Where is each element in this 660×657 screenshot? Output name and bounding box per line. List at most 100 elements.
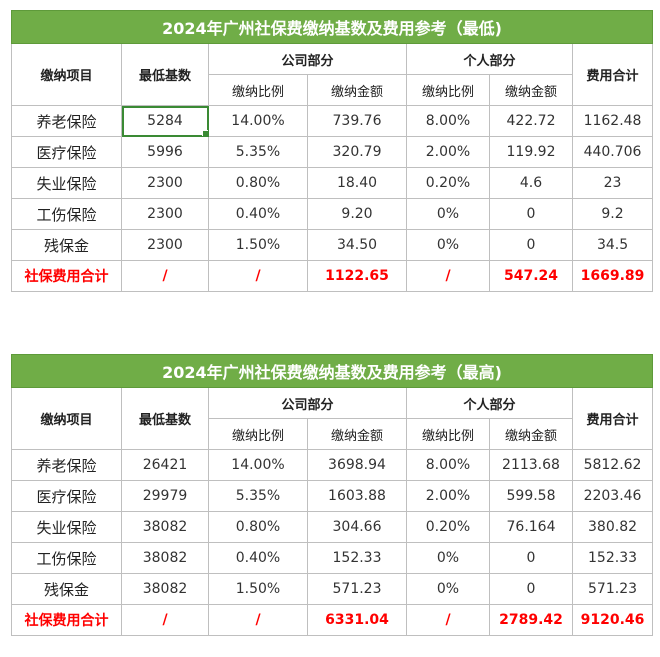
company-rate-cell[interactable]: 1.50% xyxy=(208,229,308,261)
base-cell[interactable]: 2300 xyxy=(121,229,209,261)
personal-rate-cell[interactable]: 0% xyxy=(406,229,490,261)
summary-personal-rate-cell[interactable]: / xyxy=(406,604,490,636)
company-rate-cell[interactable]: 0.40% xyxy=(208,542,308,574)
header-company-rate[interactable]: 缴纳比例 xyxy=(208,74,308,106)
summary-company-rate-cell[interactable]: / xyxy=(208,260,308,292)
company-amount-cell[interactable]: 3698.94 xyxy=(307,449,407,481)
personal-rate-cell[interactable]: 8.00% xyxy=(406,105,490,137)
summary-name-cell[interactable]: 社保费用合计 xyxy=(11,260,122,292)
row-name-cell[interactable]: 养老保险 xyxy=(11,105,122,137)
header-item[interactable]: 缴纳项目 xyxy=(11,387,122,450)
total-cell[interactable]: 440.706 xyxy=(571,136,654,168)
company-rate-cell[interactable]: 14.00% xyxy=(208,105,308,137)
personal-amount-cell[interactable]: 4.6 xyxy=(489,167,573,199)
summary-total-cell[interactable]: 9120.46 xyxy=(571,604,654,636)
total-cell[interactable]: 152.33 xyxy=(571,542,654,574)
company-rate-cell[interactable]: 0.40% xyxy=(208,198,308,230)
row-name-cell[interactable]: 工伤保险 xyxy=(11,198,122,230)
header-item[interactable]: 缴纳项目 xyxy=(11,43,122,106)
company-amount-cell[interactable]: 320.79 xyxy=(307,136,407,168)
personal-amount-cell[interactable]: 0 xyxy=(489,198,573,230)
total-cell[interactable]: 5812.62 xyxy=(571,449,654,481)
header-base[interactable]: 最低基数 xyxy=(121,43,209,106)
company-rate-cell[interactable]: 0.80% xyxy=(208,511,308,543)
total-cell[interactable]: 380.82 xyxy=(571,511,654,543)
personal-rate-cell[interactable]: 2.00% xyxy=(406,480,490,512)
base-cell[interactable]: 5996 xyxy=(121,136,209,168)
fill-handle[interactable] xyxy=(202,130,208,136)
table-title[interactable]: 2024年广州社保费缴纳基数及费用参考（最高) xyxy=(10,354,654,388)
company-amount-cell[interactable]: 571.23 xyxy=(307,573,407,605)
header-personal-amount[interactable]: 缴纳金额 xyxy=(489,418,573,450)
summary-total-cell[interactable]: 1669.89 xyxy=(571,260,654,292)
company-rate-cell[interactable]: 0.80% xyxy=(208,167,308,199)
summary-personal-rate-cell[interactable]: / xyxy=(406,260,490,292)
summary-name-cell[interactable]: 社保费用合计 xyxy=(11,604,122,636)
company-amount-cell[interactable]: 739.76 xyxy=(307,105,407,137)
table-title[interactable]: 2024年广州社保费缴纳基数及费用参考（最低) xyxy=(10,10,654,44)
total-cell[interactable]: 1162.48 xyxy=(571,105,654,137)
header-personal[interactable]: 个人部分 xyxy=(406,43,573,75)
base-cell[interactable]: 2300 xyxy=(121,167,209,199)
personal-amount-cell[interactable]: 599.58 xyxy=(489,480,573,512)
total-cell[interactable]: 571.23 xyxy=(571,573,654,605)
row-name-cell[interactable]: 失业保险 xyxy=(11,511,122,543)
row-name-cell[interactable]: 医疗保险 xyxy=(11,480,122,512)
summary-company-rate-cell[interactable]: / xyxy=(208,604,308,636)
header-company[interactable]: 公司部分 xyxy=(208,387,407,419)
company-amount-cell[interactable]: 1603.88 xyxy=(307,480,407,512)
personal-amount-cell[interactable]: 0 xyxy=(489,229,573,261)
personal-amount-cell[interactable]: 422.72 xyxy=(489,105,573,137)
row-name-cell[interactable]: 工伤保险 xyxy=(11,542,122,574)
company-amount-cell[interactable]: 304.66 xyxy=(307,511,407,543)
personal-rate-cell[interactable]: 0.20% xyxy=(406,167,490,199)
row-name-cell[interactable]: 失业保险 xyxy=(11,167,122,199)
company-rate-cell[interactable]: 1.50% xyxy=(208,573,308,605)
company-rate-cell[interactable]: 5.35% xyxy=(208,480,308,512)
base-cell[interactable]: 38082 xyxy=(121,511,209,543)
base-cell[interactable]: 2300 xyxy=(121,198,209,230)
header-total[interactable]: 费用合计 xyxy=(571,387,654,450)
personal-amount-cell[interactable]: 0 xyxy=(489,542,573,574)
personal-rate-cell[interactable]: 8.00% xyxy=(406,449,490,481)
header-personal-rate[interactable]: 缴纳比例 xyxy=(406,74,490,106)
company-rate-cell[interactable]: 14.00% xyxy=(208,449,308,481)
header-company-rate[interactable]: 缴纳比例 xyxy=(208,418,308,450)
summary-company-amount-cell[interactable]: 1122.65 xyxy=(307,260,407,292)
personal-amount-cell[interactable]: 0 xyxy=(489,573,573,605)
base-cell[interactable]: 26421 xyxy=(121,449,209,481)
header-total[interactable]: 费用合计 xyxy=(571,43,654,106)
header-company-amount[interactable]: 缴纳金额 xyxy=(307,418,407,450)
company-amount-cell[interactable]: 152.33 xyxy=(307,542,407,574)
header-company-amount[interactable]: 缴纳金额 xyxy=(307,74,407,106)
base-cell-selected[interactable]: 5284 xyxy=(121,105,209,137)
personal-rate-cell[interactable]: 0% xyxy=(406,573,490,605)
header-personal-amount[interactable]: 缴纳金额 xyxy=(489,74,573,106)
personal-amount-cell[interactable]: 119.92 xyxy=(489,136,573,168)
personal-rate-cell[interactable]: 0% xyxy=(406,542,490,574)
total-cell[interactable]: 23 xyxy=(571,167,654,199)
base-cell[interactable]: 38082 xyxy=(121,573,209,605)
company-amount-cell[interactable]: 18.40 xyxy=(307,167,407,199)
total-cell[interactable]: 2203.46 xyxy=(571,480,654,512)
company-amount-cell[interactable]: 34.50 xyxy=(307,229,407,261)
row-name-cell[interactable]: 养老保险 xyxy=(11,449,122,481)
personal-rate-cell[interactable]: 2.00% xyxy=(406,136,490,168)
personal-rate-cell[interactable]: 0% xyxy=(406,198,490,230)
total-cell[interactable]: 9.2 xyxy=(571,198,654,230)
header-personal[interactable]: 个人部分 xyxy=(406,387,573,419)
summary-base-cell[interactable]: / xyxy=(121,604,209,636)
header-personal-rate[interactable]: 缴纳比例 xyxy=(406,418,490,450)
base-cell[interactable]: 29979 xyxy=(121,480,209,512)
summary-personal-amount-cell[interactable]: 2789.42 xyxy=(489,604,573,636)
personal-amount-cell[interactable]: 2113.68 xyxy=(489,449,573,481)
summary-base-cell[interactable]: / xyxy=(121,260,209,292)
row-name-cell[interactable]: 医疗保险 xyxy=(11,136,122,168)
row-name-cell[interactable]: 残保金 xyxy=(11,573,122,605)
base-cell[interactable]: 38082 xyxy=(121,542,209,574)
company-amount-cell[interactable]: 9.20 xyxy=(307,198,407,230)
header-base[interactable]: 最低基数 xyxy=(121,387,209,450)
total-cell[interactable]: 34.5 xyxy=(571,229,654,261)
summary-personal-amount-cell[interactable]: 547.24 xyxy=(489,260,573,292)
summary-company-amount-cell[interactable]: 6331.04 xyxy=(307,604,407,636)
